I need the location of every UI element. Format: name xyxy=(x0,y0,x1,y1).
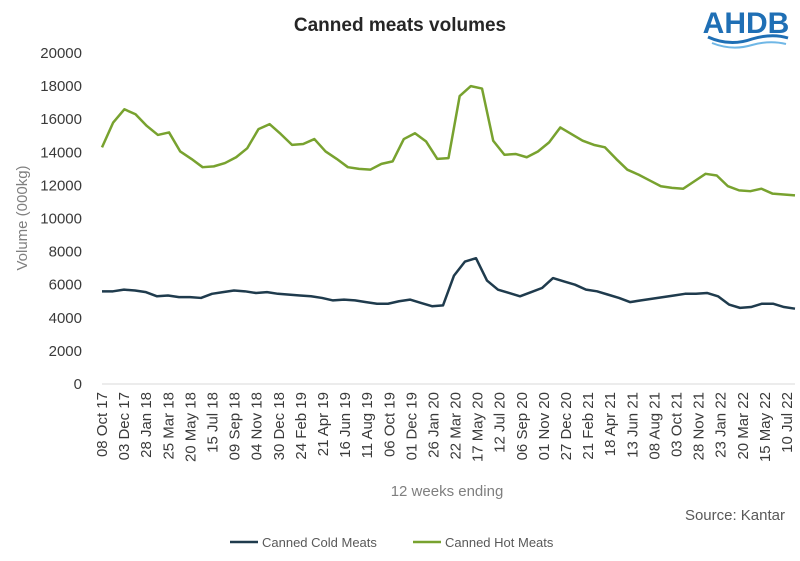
x-tick-label: 28 Nov 21 xyxy=(691,392,708,460)
y-tick-label: 0 xyxy=(74,376,82,393)
x-axis: 08 Oct 17 03 Dec 17 28 Jan 18 25 Mar 18 20 M… xyxy=(94,383,796,462)
x-tick-label: 10 Jul 22 xyxy=(779,392,796,453)
x-tick-label: 27 Dec 20 xyxy=(558,392,575,460)
x-tick-label: 24 Feb 19 xyxy=(293,392,310,460)
x-tick-label: 30 Dec 18 xyxy=(271,392,288,460)
x-tick-label: 16 Jun 19 xyxy=(337,392,354,458)
y-tick-label: 8000 xyxy=(49,244,82,261)
x-tick-label: 12 Jul 20 xyxy=(492,392,509,453)
logo-wave-1 xyxy=(707,34,789,44)
x-tick-label: 03 Dec 17 xyxy=(116,392,133,460)
source-note: Source: Kantar xyxy=(685,507,785,524)
x-tick-label: 17 May 20 xyxy=(470,392,487,462)
legend: Canned Cold Meats Canned Hot Meats xyxy=(230,535,554,550)
x-tick-label: 11 Aug 19 xyxy=(359,392,376,458)
x-tick-label: 28 Jan 18 xyxy=(138,392,155,458)
x-tick-label: 04 Nov 18 xyxy=(249,392,266,460)
x-tick-label: 06 Sep 20 xyxy=(514,392,531,460)
series-line-hot-meats xyxy=(100,84,796,197)
x-tick-label: 26 Jan 20 xyxy=(425,392,442,458)
y-tick-label: 2000 xyxy=(49,343,82,360)
x-tick-label: 01 Nov 20 xyxy=(536,392,553,460)
series-lines xyxy=(100,84,796,310)
y-tick-label: 4000 xyxy=(49,310,82,327)
x-tick-label: 22 Mar 20 xyxy=(448,392,465,460)
x-tick-label: 09 Sep 18 xyxy=(227,392,244,460)
y-tick-label: 18000 xyxy=(40,78,82,95)
x-tick-label: 15 Jul 18 xyxy=(204,392,221,453)
y-axis-label: Volume (000kg) xyxy=(14,165,31,270)
x-tick-label: 06 Oct 19 xyxy=(381,392,398,457)
x-tick-label: 01 Dec 19 xyxy=(403,392,420,460)
x-tick-label: 21 Apr 19 xyxy=(315,392,332,456)
x-tick-label: 23 Jan 22 xyxy=(713,392,730,458)
x-tick-label: 25 Mar 18 xyxy=(160,392,177,460)
x-tick-label: 15 May 22 xyxy=(757,392,774,462)
y-axis-ticks: 0 2000 4000 6000 8000 10000 12000 14000 16000 180… xyxy=(40,45,82,393)
y-tick-label: 16000 xyxy=(40,111,82,128)
y-tick-label: 14000 xyxy=(40,144,82,161)
y-tick-label: 10000 xyxy=(40,211,82,228)
x-tick-label: 18 Apr 21 xyxy=(602,392,619,456)
legend-label-cold: Canned Cold Meats xyxy=(262,535,377,550)
chart-title: Canned meats volumes xyxy=(294,15,506,36)
x-tick-label: 08 Oct 17 xyxy=(94,392,111,457)
y-tick-label: 20000 xyxy=(40,45,82,62)
x-tick-label: 03 Oct 21 xyxy=(669,392,686,457)
x-axis-label: 12 weeks ending xyxy=(391,483,504,500)
logo-wave-2 xyxy=(711,41,787,49)
x-tick-label: 21 Feb 21 xyxy=(580,392,597,460)
x-tick-label: 20 May 18 xyxy=(182,392,199,462)
ahdb-logo: AHDB xyxy=(703,7,789,49)
y-tick-label: 12000 xyxy=(40,177,82,194)
x-tick-label: 08 Aug 21 xyxy=(646,392,663,460)
y-tick-label: 6000 xyxy=(49,277,82,294)
x-tick-label: 13 Jun 21 xyxy=(624,392,641,458)
legend-label-hot: Canned Hot Meats xyxy=(445,535,554,550)
series-line-cold-meats xyxy=(102,256,796,310)
x-tick-label: 20 Mar 22 xyxy=(735,392,752,460)
